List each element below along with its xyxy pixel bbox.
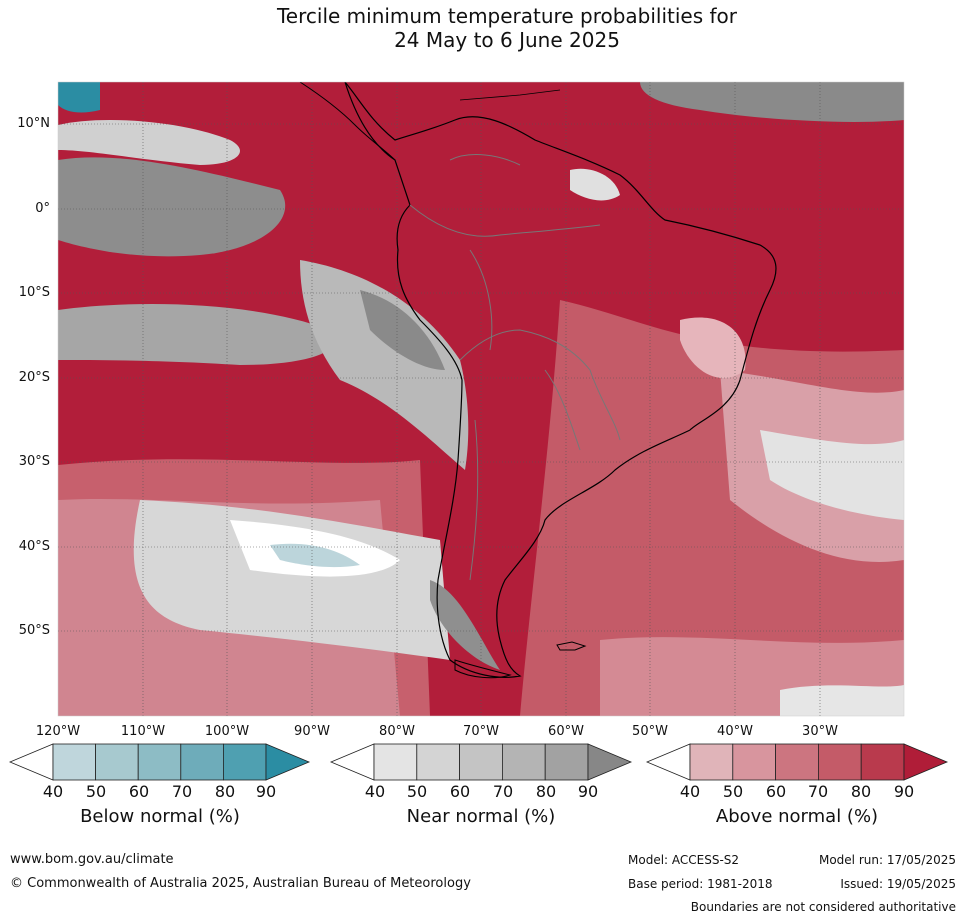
lon-label-50w: 50°W (632, 724, 668, 739)
near-tick-70: 70 (492, 782, 514, 801)
lat-label-10s: 10°S (18, 285, 50, 300)
above-tick-40: 40 (679, 782, 701, 801)
colorbar-below (8, 743, 311, 781)
lon-label-80w: 80°W (379, 724, 415, 739)
field-near-90-patagonia (430, 580, 500, 670)
near-tick-90: 90 (577, 782, 599, 801)
footer-model-run: Model run: 17/05/2025 (818, 853, 956, 867)
below-bin-50 (95, 743, 139, 781)
colorbar-below-title: Below normal (%) (80, 806, 240, 827)
above-tick-60: 60 (765, 782, 787, 801)
colorbar-above (645, 743, 949, 781)
above-tick-80: 80 (850, 782, 872, 801)
lon-label-70w: 70°W (463, 724, 499, 739)
lon-label-40w: 40°W (717, 724, 753, 739)
field-near-70-peru-coast (300, 260, 469, 470)
near-tick-60: 60 (449, 782, 471, 801)
below-tick-80: 80 (214, 782, 236, 801)
title-line-2: 24 May to 6 June 2025 (394, 28, 620, 52)
field-above-40-brazil (680, 317, 746, 379)
graticule (58, 82, 904, 716)
below-bin-80 (222, 743, 267, 781)
lat-label-40s: 40°S (18, 539, 50, 554)
below-bin-over-90 (265, 743, 311, 781)
below-bin-60 (137, 743, 182, 781)
above-bin-over-90 (903, 743, 949, 781)
near-tick-50: 50 (406, 782, 428, 801)
field-near-east (760, 430, 904, 520)
field-near-90-equatorial-pacific (58, 157, 286, 257)
above-bin-under-40 (645, 743, 691, 781)
lat-label-30s: 30°S (18, 454, 50, 469)
lon-label-30w: 30°W (802, 724, 838, 739)
near-tick-80: 80 (535, 782, 557, 801)
near-bin-40 (373, 743, 418, 781)
above-tick-50: 50 (722, 782, 744, 801)
field-near-guiana (570, 168, 620, 201)
footer-disclaimer: Boundaries are not considered authoritat… (690, 900, 956, 914)
below-tick-70: 70 (171, 782, 193, 801)
footer-model: Model: ACCESS-S2 (628, 853, 740, 867)
near-bin-under-40 (329, 743, 375, 781)
above-bin-70 (818, 743, 862, 781)
map-frame (57, 81, 905, 717)
near-bin-70 (501, 743, 546, 781)
field-below-90-north-pacific (58, 82, 100, 113)
lat-label-20s: 20°S (18, 370, 50, 385)
below-bin-40 (52, 743, 96, 781)
lon-label-110w: 110°W (120, 724, 166, 739)
above-bin-50 (732, 743, 776, 781)
below-bin-70 (180, 743, 224, 781)
lat-label-10n: 10°N (17, 116, 50, 131)
lon-label-100w: 100°W (204, 724, 250, 739)
near-tick-40: 40 (364, 782, 386, 801)
field-below-50 (270, 543, 360, 568)
below-tick-50: 50 (85, 782, 107, 801)
below-tick-40: 40 (42, 782, 64, 801)
colorbar-above-title: Above normal (%) (715, 806, 879, 827)
footer-base-period: Base period: 1981-2018 (628, 877, 773, 891)
above-bin-80 (860, 743, 905, 781)
above-bin-40 (689, 743, 734, 781)
footer-issued: Issued: 19/05/2025 (840, 877, 956, 891)
lon-label-90w: 90°W (294, 724, 330, 739)
map-field (58, 82, 904, 716)
footer-copyright: © Commonwealth of Australia 2025, Austra… (10, 876, 471, 891)
lat-label-50s: 50°S (18, 623, 50, 638)
colorbar-near (329, 743, 633, 781)
above-tick-70: 70 (807, 782, 829, 801)
field-near-southeast (780, 685, 904, 716)
below-bin-under-40 (8, 743, 54, 781)
field-near-80-southeast-pacific (58, 304, 336, 365)
footer-website: www.bom.gov.au/climate (10, 852, 174, 867)
colorbar-near-title: Near normal (%) (406, 806, 556, 827)
lon-label-60w: 60°W (548, 724, 584, 739)
coastline (299, 82, 777, 679)
above-tick-90: 90 (893, 782, 915, 801)
field-near-60-north-pacific (58, 120, 240, 165)
below-tick-60: 60 (128, 782, 150, 801)
lon-label-120w: 120°W (35, 724, 81, 739)
field-near-90-peru-coast (360, 290, 445, 370)
title-line-1: Tercile minimum temperature probabilitie… (276, 4, 738, 28)
near-bin-over-90 (587, 743, 633, 781)
field-near-90-north-atlantic (640, 82, 904, 122)
lat-label-0: 0° (35, 201, 50, 216)
near-bin-60 (459, 743, 503, 781)
near-bin-50 (416, 743, 460, 781)
above-bin-60 (775, 743, 819, 781)
below-tick-90: 90 (255, 782, 277, 801)
field-near-60-southpacific (133, 500, 450, 660)
near-bin-80 (544, 743, 589, 781)
chart-title: Tercile minimum temperature probabilitie… (0, 4, 965, 52)
